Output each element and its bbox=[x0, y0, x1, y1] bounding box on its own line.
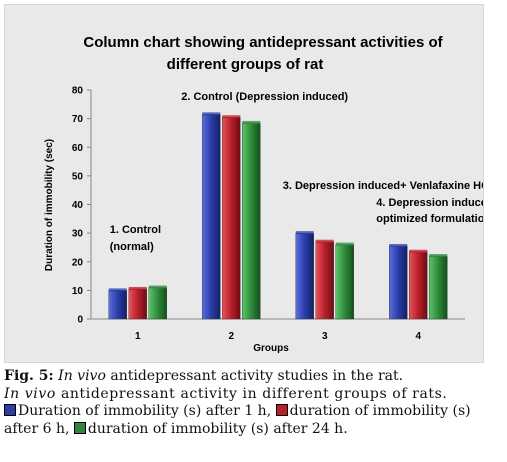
bar-cap bbox=[148, 285, 167, 289]
bar-cap bbox=[315, 239, 334, 243]
bar-cap bbox=[409, 249, 428, 253]
y-axis-label: Duration of immobility (sec) bbox=[44, 139, 55, 271]
bar-body bbox=[429, 255, 448, 320]
bar-body bbox=[222, 116, 241, 320]
bar-2-series-1 bbox=[202, 112, 221, 320]
bar-body bbox=[409, 251, 428, 320]
caption-line-2: In vivo antidepressant activity in diffe… bbox=[4, 386, 504, 404]
bar-cap bbox=[108, 288, 127, 292]
caption-italic-2: In vivo bbox=[4, 385, 56, 402]
bar-cap bbox=[242, 120, 261, 124]
x-ticks: 1 2 3 4 bbox=[135, 331, 422, 342]
x-axis-label: Groups bbox=[253, 343, 289, 354]
y-tick-label: 60 bbox=[72, 143, 84, 154]
y-tick-label: 80 bbox=[72, 86, 84, 97]
bar-body bbox=[335, 244, 354, 320]
bars bbox=[108, 112, 448, 320]
legend-swatch-24h bbox=[73, 421, 86, 434]
caption-text-1: antidepressant activity studies in the r… bbox=[110, 368, 404, 384]
bar-2-series-3 bbox=[242, 120, 261, 320]
y-tick-label: 50 bbox=[72, 171, 84, 182]
bar-body bbox=[202, 114, 221, 320]
caption-text-2: antidepressant activity in different gro… bbox=[60, 385, 448, 402]
caption-line-3: Duration of immobility (s) after 1 h, du… bbox=[4, 403, 504, 421]
legend-swatch-6h bbox=[275, 404, 288, 416]
caption-italic-1: In vivo bbox=[58, 368, 106, 384]
y-tick-label: 40 bbox=[72, 200, 84, 211]
annotation-group-1: (normal) bbox=[110, 241, 154, 253]
bar-2-series-2 bbox=[222, 115, 241, 320]
legend-label-24h: duration of immobility (s) after 24 h. bbox=[87, 420, 348, 437]
bar-4-series-2 bbox=[409, 249, 428, 320]
bar-4-series-1 bbox=[389, 244, 408, 320]
caption-line-4: after 6 h, duration of immobility (s) af… bbox=[4, 421, 504, 439]
annotation-group-1: 1. Control bbox=[110, 224, 161, 236]
bar-3-series-3 bbox=[335, 242, 354, 320]
x-tick-label: 3 bbox=[322, 331, 328, 342]
bar-cap bbox=[335, 242, 354, 246]
bar-chart: Column chart showing antidepressant acti… bbox=[44, 34, 483, 354]
bar-1-series-1 bbox=[108, 288, 127, 320]
bar-body bbox=[315, 241, 334, 320]
legend-label-6h-part1: duration of immobility (s) bbox=[289, 403, 471, 419]
legend-label-1h: Duration of immobility (s) after 1 h, bbox=[18, 403, 272, 419]
bar-cap bbox=[202, 112, 221, 116]
chart-title-line-1: Column chart showing antidepressant acti… bbox=[83, 34, 443, 51]
legend-swatch-1h bbox=[4, 404, 16, 416]
bar-body bbox=[389, 245, 408, 320]
bar-1-series-2 bbox=[128, 286, 147, 320]
bar-body bbox=[128, 288, 147, 320]
bar-cap bbox=[389, 244, 408, 248]
y-ticks: 0 10 20 30 40 50 60 70 80 bbox=[72, 86, 91, 326]
bar-1-series-3 bbox=[148, 285, 167, 320]
chart-title-line-2: different groups of rat bbox=[167, 56, 324, 73]
bar-cap bbox=[128, 286, 147, 290]
bar-body bbox=[148, 287, 167, 320]
y-tick-label: 10 bbox=[72, 286, 84, 297]
annotation-group-2: 2. Control (Depression induced) bbox=[181, 91, 348, 103]
bar-cap bbox=[295, 231, 314, 235]
x-tick-label: 1 bbox=[135, 331, 141, 342]
figure-number: Fig. 5: bbox=[4, 368, 54, 384]
y-tick-label: 30 bbox=[72, 229, 84, 240]
bar-body bbox=[242, 122, 261, 320]
bar-body bbox=[295, 232, 314, 320]
bar-3-series-1 bbox=[295, 231, 314, 320]
bar-cap bbox=[222, 115, 241, 119]
bar-body bbox=[108, 290, 127, 320]
y-tick-label: 0 bbox=[77, 315, 83, 326]
group-annotations: 1. Control (normal) 2. Control (Depression… bbox=[110, 91, 483, 253]
figure-caption: Fig. 5: In vivo antidepressant activity … bbox=[4, 368, 504, 438]
x-tick-label: 4 bbox=[415, 331, 421, 342]
y-tick-label: 20 bbox=[72, 257, 84, 268]
x-tick-label: 2 bbox=[228, 331, 234, 342]
annotation-group-4: 4. Depression induced + bbox=[376, 197, 483, 209]
legend-label-6h-part2: after 6 h, bbox=[4, 420, 70, 437]
annotation-group-3: 3. Depression induced+ Venlafaxine HCl bbox=[283, 180, 483, 192]
caption-line-1: Fig. 5: In vivo antidepressant activity … bbox=[4, 368, 504, 386]
bar-cap bbox=[429, 254, 448, 258]
chart-panel: Column chart showing antidepressant acti… bbox=[4, 4, 484, 363]
y-tick-label: 70 bbox=[72, 114, 84, 125]
bar-3-series-2 bbox=[315, 239, 334, 320]
annotation-group-4: optimized formulation bbox=[376, 213, 483, 225]
bar-4-series-3 bbox=[429, 254, 448, 320]
